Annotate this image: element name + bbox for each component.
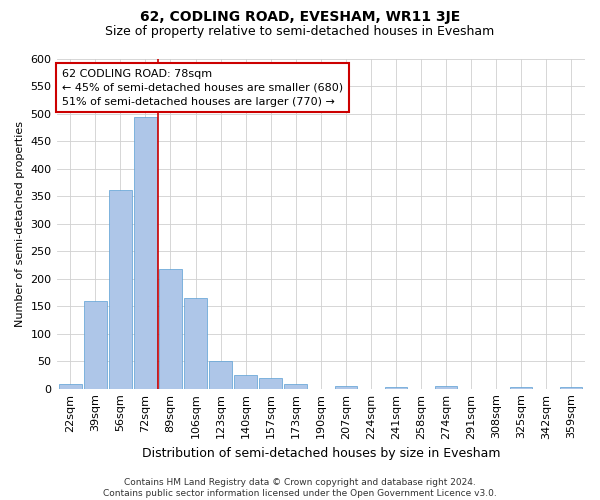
Bar <box>159 269 182 388</box>
Bar <box>84 301 107 388</box>
Bar <box>259 378 282 388</box>
Bar <box>560 387 583 388</box>
Bar <box>109 190 131 388</box>
Text: 62, CODLING ROAD, EVESHAM, WR11 3JE: 62, CODLING ROAD, EVESHAM, WR11 3JE <box>140 10 460 24</box>
Bar <box>59 384 82 388</box>
Y-axis label: Number of semi-detached properties: Number of semi-detached properties <box>15 121 25 327</box>
Text: Contains HM Land Registry data © Crown copyright and database right 2024.
Contai: Contains HM Land Registry data © Crown c… <box>103 478 497 498</box>
Bar <box>335 386 357 388</box>
Bar <box>134 116 157 388</box>
Bar <box>284 384 307 388</box>
Bar <box>510 387 532 388</box>
Bar <box>435 386 457 388</box>
Bar <box>184 298 207 388</box>
Bar <box>235 376 257 388</box>
Text: 62 CODLING ROAD: 78sqm
← 45% of semi-detached houses are smaller (680)
51% of se: 62 CODLING ROAD: 78sqm ← 45% of semi-det… <box>62 69 343 107</box>
Text: Size of property relative to semi-detached houses in Evesham: Size of property relative to semi-detach… <box>106 25 494 38</box>
X-axis label: Distribution of semi-detached houses by size in Evesham: Distribution of semi-detached houses by … <box>142 447 500 460</box>
Bar <box>385 387 407 388</box>
Bar <box>209 361 232 388</box>
